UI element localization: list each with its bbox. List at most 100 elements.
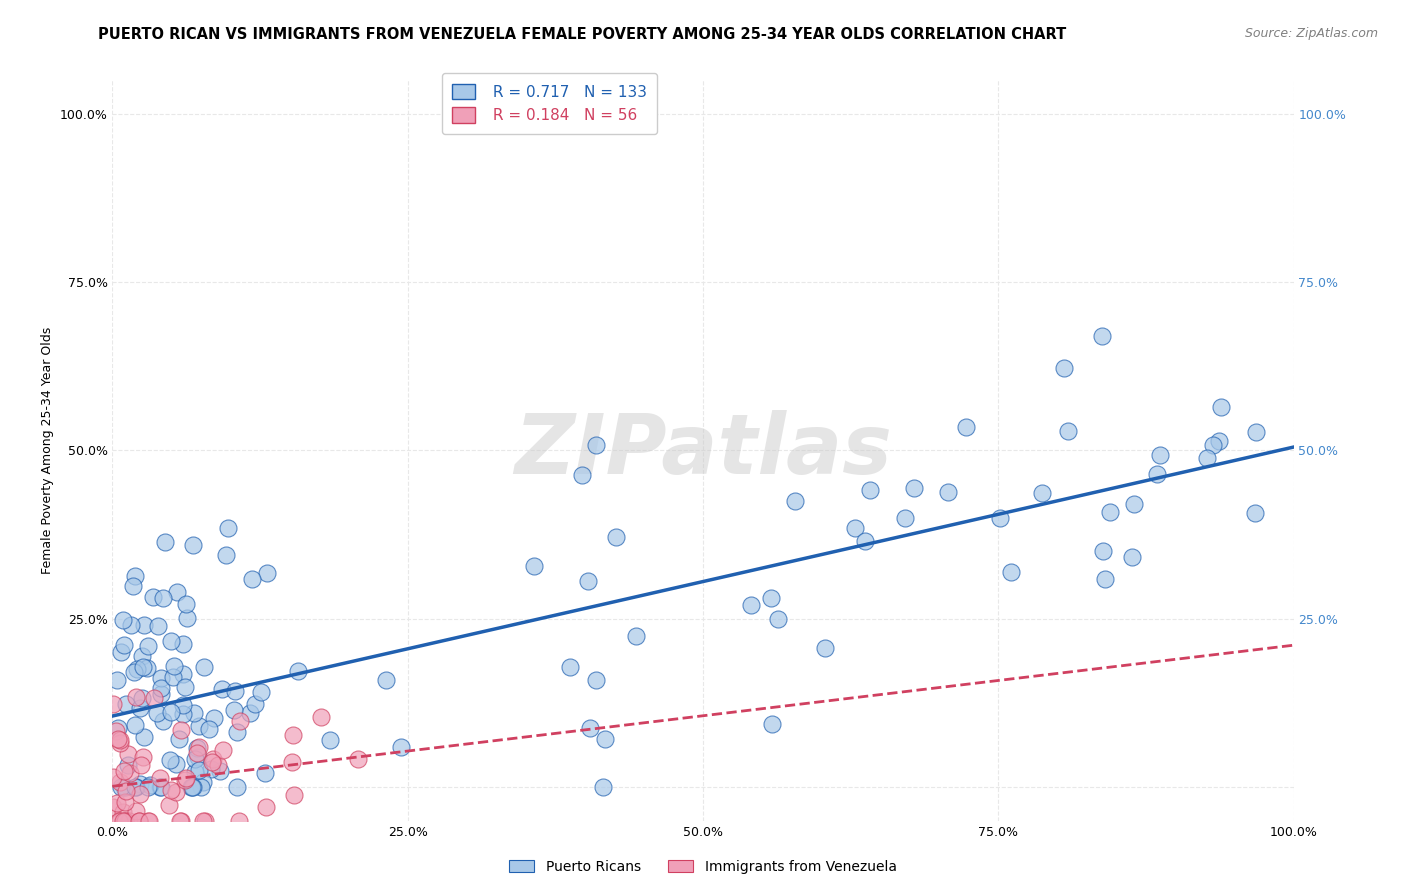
Point [1122, 497, 1144, 511]
Point [283, 789, 305, 803]
Point [253, 766, 276, 780]
Point [180, 780, 202, 794]
Point [228, 814, 250, 828]
Point [131, 648, 153, 663]
Point [174, 771, 197, 785]
Point [153, 535, 176, 549]
Point [990, 510, 1012, 524]
Point [217, 521, 239, 535]
Point [160, 782, 183, 797]
Text: ZIPatlas: ZIPatlas [515, 410, 891, 491]
Point [215, 548, 238, 562]
Point [318, 733, 340, 747]
Point [131, 660, 153, 674]
Point [110, 780, 132, 794]
Point [105, 796, 128, 810]
Point [181, 780, 204, 794]
Point [128, 700, 150, 714]
Point [150, 780, 173, 794]
Point [194, 814, 217, 828]
Point [107, 814, 129, 828]
Point [605, 530, 627, 544]
Point [187, 764, 209, 778]
Point [120, 766, 142, 780]
Point [128, 777, 150, 791]
Point [1092, 544, 1115, 558]
Point [110, 733, 132, 747]
Point [174, 680, 197, 694]
Point [114, 814, 136, 828]
Point [844, 521, 866, 535]
Point [571, 467, 593, 482]
Point [149, 772, 172, 786]
Point [114, 780, 136, 794]
Point [576, 574, 599, 588]
Point [172, 667, 194, 681]
Point [202, 752, 225, 766]
Point [101, 697, 124, 711]
Point [1146, 467, 1168, 481]
Point [170, 723, 193, 738]
Y-axis label: Female Poverty Among 25-34 Year Olds: Female Poverty Among 25-34 Year Olds [41, 326, 55, 574]
Point [174, 597, 197, 611]
Point [122, 665, 145, 679]
Point [814, 640, 837, 655]
Point [162, 670, 184, 684]
Point [309, 710, 332, 724]
Point [579, 721, 602, 735]
Point [1099, 505, 1122, 519]
Point [955, 420, 977, 434]
Point [1149, 448, 1171, 462]
Point [585, 438, 607, 452]
Point [131, 690, 153, 705]
Point [101, 770, 124, 784]
Point [160, 633, 183, 648]
Point [1209, 400, 1232, 414]
Point [1053, 360, 1076, 375]
Point [142, 590, 165, 604]
Point [211, 681, 233, 696]
Point [124, 568, 146, 582]
Point [112, 814, 135, 828]
Point [201, 755, 224, 769]
Point [170, 814, 193, 828]
Point [191, 774, 214, 789]
Point [256, 566, 278, 580]
Point [181, 538, 204, 552]
Point [125, 780, 148, 794]
Point [120, 618, 142, 632]
Point [159, 705, 181, 719]
Point [124, 780, 146, 794]
Point [202, 710, 225, 724]
Point [167, 731, 190, 746]
Point [283, 728, 305, 742]
Point [1244, 425, 1267, 439]
Point [172, 706, 194, 721]
Point [118, 814, 141, 828]
Point [159, 753, 181, 767]
Point [903, 481, 925, 495]
Point [226, 725, 249, 739]
Point [1000, 565, 1022, 579]
Point [146, 619, 169, 633]
Point [107, 721, 129, 735]
Point [375, 673, 398, 687]
Point [136, 780, 159, 794]
Point [165, 757, 187, 772]
Point [117, 758, 139, 772]
Point [1091, 329, 1114, 343]
Point [107, 731, 129, 746]
Text: Source: ZipAtlas.com: Source: ZipAtlas.com [1244, 27, 1378, 40]
Point [229, 714, 252, 729]
Point [853, 533, 876, 548]
Point [149, 780, 172, 794]
Point [254, 800, 277, 814]
Point [391, 739, 413, 754]
Point [200, 762, 222, 776]
Point [1031, 485, 1053, 500]
Point [523, 559, 546, 574]
Point [104, 723, 127, 738]
Point [114, 796, 136, 810]
Point [111, 805, 134, 819]
Point [193, 660, 215, 674]
